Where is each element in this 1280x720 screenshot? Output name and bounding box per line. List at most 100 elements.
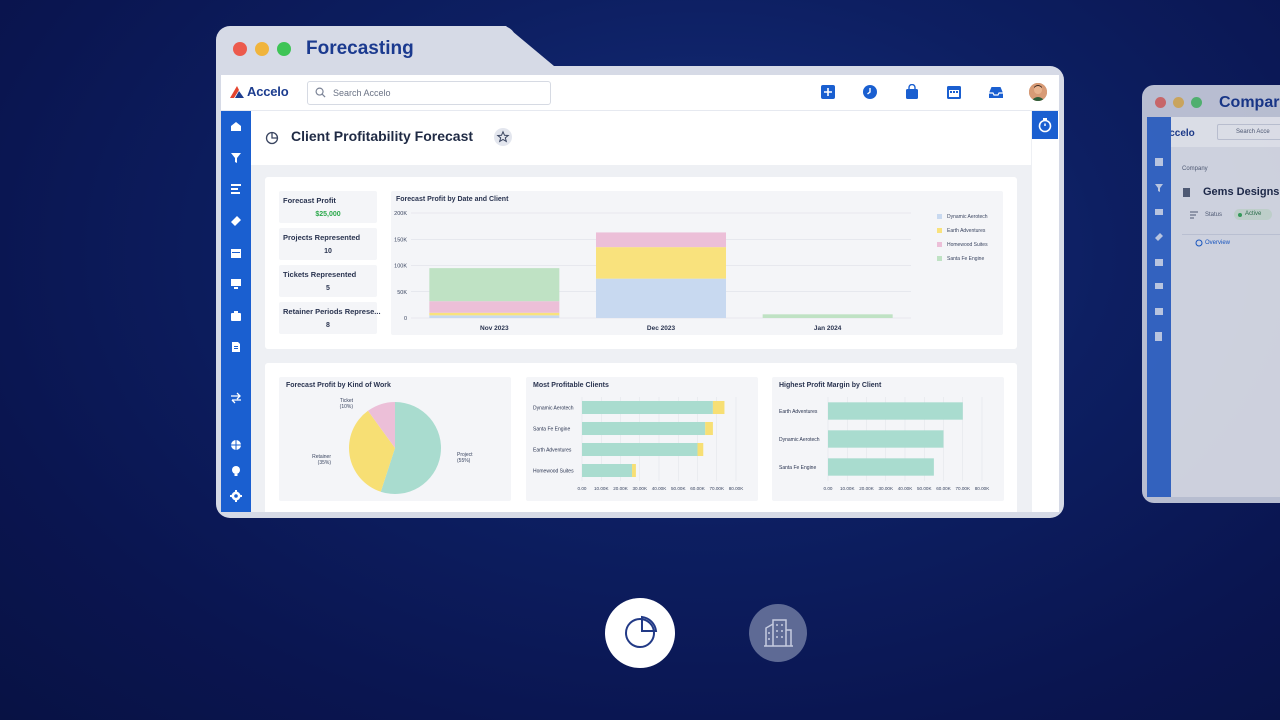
bar-segment — [762, 314, 893, 318]
y-tick-label: 200K — [394, 211, 407, 217]
timer-button[interactable] — [1032, 111, 1058, 139]
legend-swatch — [937, 242, 942, 247]
x-tick-label: 50.00K — [671, 486, 686, 491]
x-tick-label: 10.00K — [840, 486, 855, 491]
status-badge: Active — [1234, 209, 1272, 220]
bar-segment — [705, 421, 713, 436]
pie-chart-icon — [625, 615, 658, 648]
globe-icon[interactable] — [230, 439, 242, 451]
kpi-value: 8 — [326, 322, 330, 329]
most-profitable-clients-chart: 0.00 10.00K 20.00K 30.00K 40.00K 50.00K 60.00K… — [533, 397, 744, 491]
forecast-by-date-chart-card: Forecast Profit by Date and Client 200K 1… — [391, 191, 1003, 335]
pie-percent: (55%) — [457, 458, 471, 464]
company-view-button[interactable] — [749, 604, 807, 662]
search-input[interactable]: Search Accelo — [307, 81, 551, 105]
bag-icon[interactable] — [904, 84, 920, 100]
x-tick-label: 70.00K — [709, 486, 724, 491]
search-input[interactable]: Search Acce — [1217, 124, 1280, 140]
kpi-value: 5 — [326, 285, 330, 292]
x-tick-label: Jan 2024 — [814, 325, 842, 332]
pie-percent: (35%) — [318, 460, 332, 466]
building-icon — [1183, 188, 1190, 197]
y-category-label: Homewood Suites — [533, 469, 574, 475]
monitor-icon[interactable] — [230, 278, 242, 290]
minimize-window-button[interactable] — [255, 42, 269, 56]
overview-icon — [1195, 239, 1203, 247]
bar-segment — [697, 442, 704, 457]
ticket-icon[interactable] — [230, 215, 242, 227]
pie-slice — [367, 402, 395, 448]
x-tick-label: 0.00 — [824, 486, 833, 491]
bar-segment — [582, 421, 706, 436]
x-tick-label: 60.00K — [936, 486, 951, 491]
briefcase-icon[interactable] — [230, 310, 242, 322]
lightbulb-icon[interactable] — [230, 465, 242, 477]
calendar-icon[interactable] — [946, 84, 962, 100]
tab-overview[interactable]: Overview — [1205, 240, 1231, 246]
close-window-button[interactable] — [233, 42, 247, 56]
kpi-label: Forecast Profit — [283, 196, 336, 205]
status-label: Status — [1205, 212, 1223, 218]
company-app: Accelo Search Acce Company Gems Designs … — [1147, 117, 1280, 497]
x-tick-label: 80.00K — [975, 486, 990, 491]
close-window-button[interactable] — [1155, 97, 1166, 108]
pie-percent: (10%) — [340, 404, 354, 410]
status-value: Active — [1245, 211, 1262, 217]
minimize-window-button[interactable] — [1173, 97, 1184, 108]
breadcrumb[interactable]: Company — [1182, 166, 1208, 172]
kpi-projects-represented[interactable]: Projects Represented 10 — [279, 228, 377, 260]
forecast-by-date-chart: 200K 150K 100K 50K 0 Nov 2023 Dec 2023 Jan 2024… — [394, 211, 988, 332]
inbox-icon[interactable] — [988, 84, 1004, 100]
window-title: Forecasting — [306, 38, 414, 59]
y-category-label: Dynamic Aerotech — [779, 437, 820, 443]
pie-slice — [349, 410, 395, 492]
stopwatch-icon — [1038, 118, 1052, 133]
pie-slice — [380, 402, 441, 494]
sidebar-icons — [1155, 158, 1163, 341]
legend-label: Santa Fe Engine — [947, 256, 984, 262]
legend-swatch — [937, 214, 942, 219]
y-tick-label: 50K — [397, 290, 407, 296]
legend-label: Homewood Suites — [947, 242, 988, 248]
kpi-retainer-periods[interactable]: Retainer Periods Represe... 8 — [279, 302, 381, 334]
x-tick-label: 40.00K — [898, 486, 913, 491]
bar-segment — [582, 400, 713, 415]
highest-margin-chart: 0.00 10.00K 20.00K 30.00K 40.00K 50.00K 60.00K… — [779, 397, 990, 491]
list-icon[interactable] — [230, 183, 242, 195]
transfer-icon[interactable] — [230, 392, 242, 404]
clock-icon[interactable] — [862, 84, 878, 100]
document-icon[interactable] — [230, 341, 242, 353]
y-tick-label: 100K — [394, 264, 407, 270]
user-avatar[interactable] — [1029, 83, 1047, 101]
forecasting-window: Forecasting Accelo Search Accelo — [216, 26, 1064, 518]
x-tick-label: 40.00K — [652, 486, 667, 491]
building-icon — [764, 619, 793, 647]
calendar-icon[interactable] — [230, 247, 242, 259]
main-content: Client Profitability Forecast Forecast P… — [251, 111, 1031, 512]
bar — [828, 458, 934, 476]
left-sidebar — [1147, 117, 1171, 497]
filter-icon[interactable] — [230, 152, 242, 164]
kpi-value: $25,000 — [315, 211, 341, 218]
maximize-window-button[interactable] — [1191, 97, 1202, 108]
maximize-window-button[interactable] — [277, 42, 291, 56]
company-window[interactable]: Compar Accelo Search Acce Company Gems D… — [1142, 85, 1280, 503]
x-tick-label: 20.00K — [613, 486, 628, 491]
profit-breakdown-panel: Forecast Profit by Kind of Work Project(… — [265, 363, 1017, 512]
x-tick-label: 30.00K — [632, 486, 647, 491]
chart-title: Most Profitable Clients — [533, 382, 609, 389]
dashboard-icon[interactable] — [230, 120, 242, 132]
bar — [828, 402, 963, 420]
favorite-star-icon[interactable] — [494, 128, 512, 146]
right-rail — [1031, 111, 1059, 512]
legend-label: Dynamic Aerotech — [947, 214, 988, 220]
accelo-logo[interactable]: Accelo — [229, 84, 289, 99]
chart-title: Highest Profit Margin by Client — [779, 382, 882, 389]
kpi-forecast-profit[interactable]: Forecast Profit $25,000 — [279, 191, 377, 223]
kpi-label: Tickets Represented — [283, 270, 357, 279]
forecasting-view-button[interactable] — [605, 598, 675, 668]
gear-icon[interactable] — [230, 490, 242, 502]
kpi-tickets-represented[interactable]: Tickets Represented 5 — [279, 265, 377, 297]
add-icon[interactable] — [820, 84, 836, 100]
kpi-label: Projects Represented — [283, 233, 361, 242]
